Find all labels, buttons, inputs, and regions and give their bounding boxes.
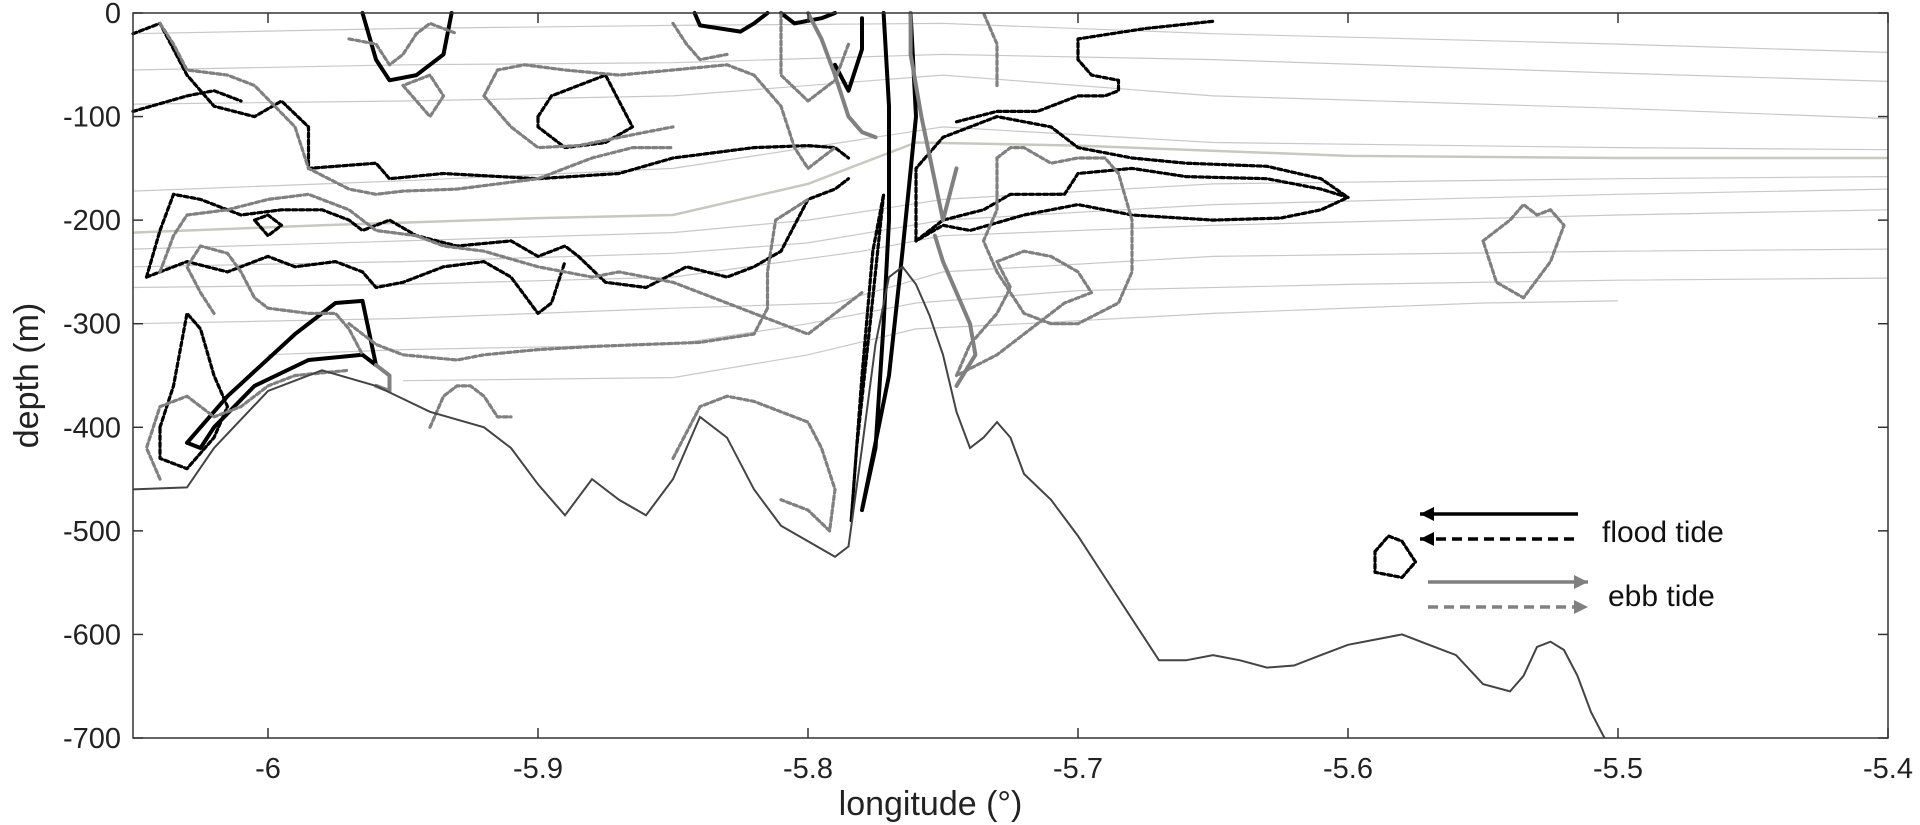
isopycnal-line (132, 141, 1888, 234)
flood-tide-dotted-contour (849, 192, 886, 523)
y-tick-label: -600 (63, 619, 121, 651)
flood-tide-dotted-contour (158, 311, 230, 471)
ebb-tide-dotted-contour (482, 94, 675, 150)
y-tick-label: -200 (63, 205, 121, 237)
flood-tide-dotted-contour (252, 213, 284, 238)
flood-tide-dotted-contour (144, 254, 567, 315)
isopycnal-line (267, 277, 1889, 356)
ebb-tide-solid-contour (932, 233, 978, 388)
x-tick-label: -5.8 (783, 753, 833, 785)
ebb-tide-dotted-contour (671, 21, 729, 62)
ebb-tide-dotted-contour (185, 244, 365, 357)
isopycnal-lines (132, 22, 1889, 382)
ebb-tide-solid-contour (806, 11, 878, 140)
ebb-tide-dotted-contour (347, 21, 459, 67)
x-tick-label: -5.6 (1323, 753, 1373, 785)
y-tick-label: -700 (63, 723, 121, 755)
flood-tide-dotted-contour (914, 115, 1350, 243)
ebb-tide-dotted-contour (401, 73, 446, 119)
x-tick-label: -5.7 (1053, 753, 1103, 785)
y-tick-label: 0 (105, 0, 121, 30)
flood-tide-dotted-contour (131, 89, 243, 113)
current-contours (131, 11, 1566, 580)
isopycnal-line (132, 22, 1889, 53)
ebb-tide-dotted-contour (158, 192, 864, 336)
x-axis-label: longitude (°) (839, 785, 1023, 823)
legend-flood-solid-arrow-head (1420, 507, 1434, 521)
ebb-tide-dotted-contour (981, 146, 1134, 326)
plot-frame (132, 12, 1889, 739)
x-tick-label: -5.9 (513, 753, 563, 785)
isopycnal-line (132, 53, 1889, 82)
y-axis-label: depth (m) (8, 303, 46, 449)
y-tick-label: -100 (63, 102, 121, 134)
ebb-tide-dotted-contour (954, 249, 1094, 378)
ebb-tide-dotted-contour (144, 368, 351, 481)
legend-flood-label: flood tide (1602, 516, 1724, 549)
flood-tide-solid-contour (692, 11, 770, 34)
isopycnal-line (132, 74, 1889, 120)
x-tick-label: -5.4 (1863, 753, 1913, 785)
legend-ebb-label: ebb tide (1608, 580, 1715, 613)
ebb-tide-dotted-contour (158, 21, 675, 196)
flood-tide-dotted-contour (144, 177, 851, 290)
legend-ebb-dashed-arrow-head (1574, 600, 1588, 614)
isopycnal-line (132, 248, 1889, 325)
y-tick-label: -400 (63, 412, 121, 444)
flood-tide-dotted-contour (131, 21, 851, 181)
isopycnal-line (402, 300, 1619, 382)
x-axis-ticks: -6 -5.9 -5.8 -5.7 -5.6 -5.5 -5.4 (255, 13, 1913, 785)
legend-flood-dashed-arrow-head (1420, 532, 1434, 546)
flood-tide-dotted-contour (536, 73, 635, 150)
isopycnal-line (132, 176, 1889, 250)
isopycnal-line (132, 209, 1889, 289)
flood-tide-dotted-contour (914, 166, 1350, 243)
ebb-tide-dotted-contour (981, 11, 999, 88)
ebb-tide-dotted-contour (779, 11, 851, 103)
flood-tide-solid-contour (360, 11, 454, 83)
ebb-tide-dotted-contour (428, 384, 513, 429)
flood-tide-solid-contour (833, 16, 864, 93)
y-axis-ticks: 0 -100 -200 -300 -400 -500 -600 -700 (63, 0, 1888, 755)
y-tick-label: -300 (63, 309, 121, 341)
ebb-tide-solid-contour (908, 11, 959, 223)
flood-tide-solid-contour (860, 11, 918, 513)
legend-ebb-solid-arrow-head (1574, 575, 1588, 589)
ebb-tide-dotted-contour (347, 197, 810, 362)
x-tick-label: -6 (255, 753, 281, 785)
legend: flood tide ebb tide (1420, 507, 1724, 614)
flood-tide-dotted-contour (1373, 534, 1418, 580)
ebb-tide-dotted-contour (482, 63, 837, 170)
bathymetry-line (132, 265, 1606, 739)
x-tick-label: -5.5 (1593, 753, 1643, 785)
ebb-tide-dotted-contour (671, 394, 837, 533)
bathymetry (132, 265, 1606, 739)
y-tick-label: -500 (63, 516, 121, 548)
flood-tide-solid-contour (185, 298, 378, 450)
flood-tide-dotted-contour (954, 19, 1215, 124)
ebb-tide-dotted-contour (1481, 203, 1566, 300)
